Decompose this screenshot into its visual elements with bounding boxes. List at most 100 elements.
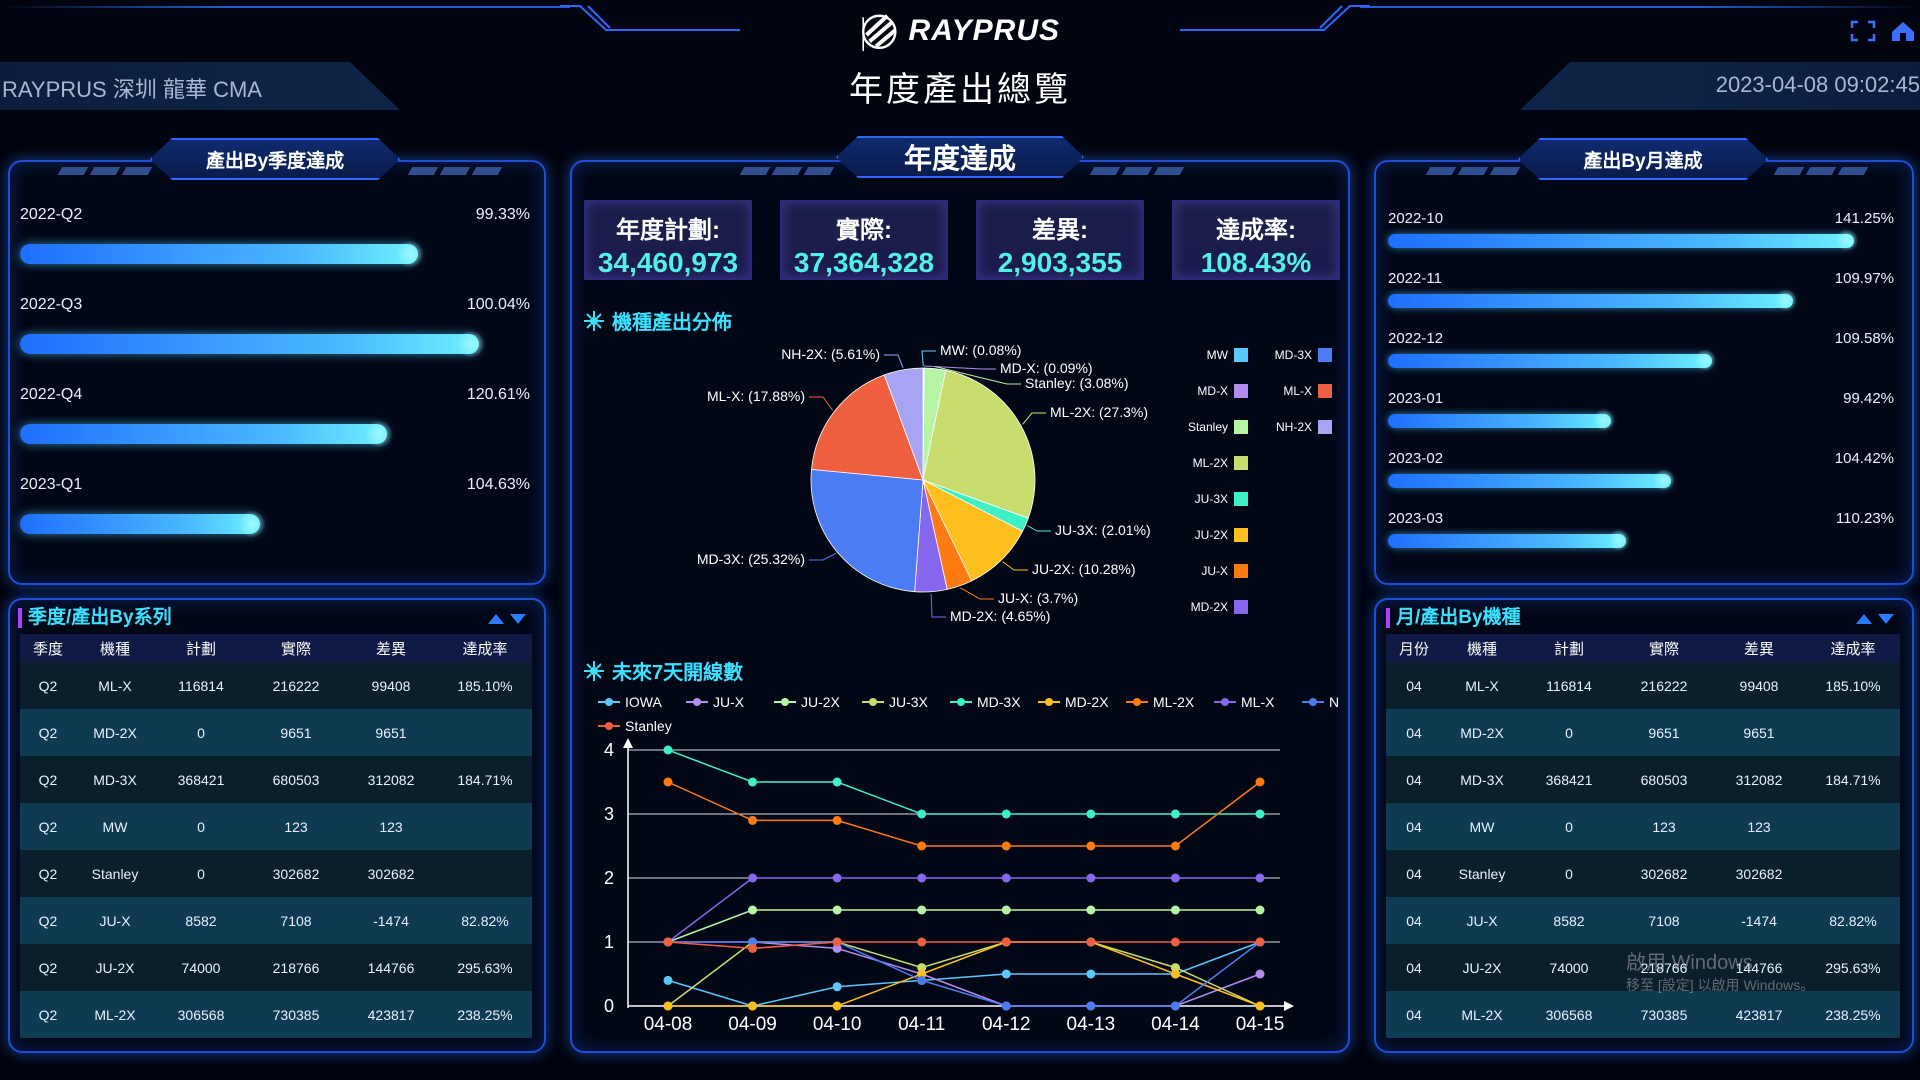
series-point-md-2x[interactable] (832, 1001, 842, 1011)
series-point-ju-2x[interactable] (832, 905, 842, 915)
series-point-stanley[interactable] (748, 943, 758, 953)
home-icon[interactable] (1890, 20, 1916, 42)
line-legend-dot[interactable] (605, 722, 613, 730)
series-line-nh-2x[interactable] (668, 941, 1261, 1007)
series-point-ml-x[interactable] (1170, 873, 1180, 883)
pie-legend-swatch[interactable] (1318, 348, 1332, 362)
pie-legend-swatch[interactable] (1234, 492, 1248, 506)
series-point-md-3x[interactable] (832, 777, 842, 787)
series-line-ml-2x[interactable] (667, 781, 1261, 847)
series-point-ml-2x[interactable] (1255, 777, 1265, 787)
line-legend-dot[interactable] (781, 698, 789, 706)
pie-slice-ju-2x[interactable] (922, 479, 1024, 582)
fullscreen-icon[interactable] (1850, 20, 1876, 42)
series-point-ju-2x[interactable] (1255, 905, 1265, 915)
series-point-md-2x[interactable] (1170, 969, 1180, 979)
pie-slice-ml-2x[interactable] (922, 369, 1036, 519)
table-header-cell[interactable]: 差異 (1712, 634, 1806, 662)
series-point-md-3x[interactable] (1170, 809, 1180, 819)
pie-slice-md-3x[interactable] (810, 468, 924, 593)
table-header-cell[interactable]: 月份 (1386, 634, 1442, 662)
table-header-cell[interactable]: 機種 (1442, 634, 1522, 662)
series-point-iowa[interactable] (663, 975, 673, 985)
sort-up-icon[interactable] (1856, 614, 1872, 624)
series-point-iowa[interactable] (832, 982, 842, 992)
pie-slice-nh-2x[interactable] (883, 367, 924, 481)
series-point-ml-x[interactable] (832, 873, 842, 883)
pie-legend-swatch[interactable] (1234, 384, 1248, 398)
series-point-md-3x[interactable] (748, 777, 758, 787)
pie-legend-swatch[interactable] (1234, 564, 1248, 578)
series-point-ju-2x[interactable] (1001, 905, 1011, 915)
series-point-ml-2x[interactable] (748, 815, 758, 825)
pie-legend-swatch[interactable] (1234, 528, 1248, 542)
series-point-nh-2x[interactable] (1086, 1001, 1096, 1011)
line-legend-dot[interactable] (693, 698, 701, 706)
series-point-md-3x[interactable] (917, 809, 927, 819)
series-point-stanley[interactable] (832, 937, 842, 947)
line-legend-dot[interactable] (957, 698, 965, 706)
series-point-md-3x[interactable] (1001, 809, 1011, 819)
series-point-md-2x[interactable] (748, 1001, 758, 1011)
series-point-nh-2x[interactable] (748, 937, 758, 947)
table-header-cell[interactable]: 季度 (20, 634, 76, 662)
series-point-ju-2x[interactable] (1086, 905, 1096, 915)
series-point-nh-2x[interactable] (1001, 1001, 1011, 1011)
series-point-ju-3x[interactable] (917, 963, 927, 973)
pie-legend-swatch[interactable] (1234, 420, 1248, 434)
series-point-ml-2x[interactable] (1170, 841, 1180, 851)
series-point-ju-2x[interactable] (1170, 905, 1180, 915)
sort-up-icon[interactable] (488, 614, 504, 624)
series-point-stanley[interactable] (1086, 937, 1096, 947)
line-legend-dot[interactable] (1221, 698, 1229, 706)
series-line-md-2x[interactable] (668, 941, 1261, 1007)
series-point-ml-x[interactable] (1255, 873, 1265, 883)
series-point-ju-2x[interactable] (748, 905, 758, 915)
series-point-ju-x[interactable] (1255, 969, 1265, 979)
line-legend-dot[interactable] (1133, 698, 1141, 706)
series-point-ju-2x[interactable] (917, 905, 927, 915)
series-point-ml-2x[interactable] (1001, 841, 1011, 851)
pie-legend-swatch[interactable] (1318, 420, 1332, 434)
pie-legend-swatch[interactable] (1234, 456, 1248, 470)
pie-slice-ml-x[interactable] (811, 374, 924, 481)
pie-legend-swatch[interactable] (1234, 600, 1248, 614)
series-point-ml-2x[interactable] (663, 777, 673, 787)
series-point-ml-2x[interactable] (832, 815, 842, 825)
series-point-ml-2x[interactable] (1086, 841, 1096, 851)
series-point-iowa[interactable] (1086, 969, 1096, 979)
series-point-ju-x[interactable] (832, 943, 842, 953)
pie-legend-swatch[interactable] (1318, 384, 1332, 398)
series-line-md-3x[interactable] (667, 749, 1260, 815)
series-point-nh-2x[interactable] (1170, 1001, 1180, 1011)
series-point-ml-x[interactable] (1001, 873, 1011, 883)
table-header-cell[interactable]: 達成率 (1806, 634, 1900, 662)
series-point-md-2x[interactable] (917, 969, 927, 979)
series-point-md-3x[interactable] (1086, 809, 1096, 819)
line-legend-dot[interactable] (869, 698, 877, 706)
series-point-nh-2x[interactable] (917, 975, 927, 985)
table-header-cell[interactable]: 實際 (1616, 634, 1712, 662)
table-header-cell[interactable]: 實際 (248, 634, 344, 662)
series-point-ml-x[interactable] (748, 873, 758, 883)
series-point-stanley[interactable] (1001, 937, 1011, 947)
series-point-ml-2x[interactable] (917, 841, 927, 851)
series-point-stanley[interactable] (1255, 937, 1265, 947)
series-point-md-2x[interactable] (1255, 1001, 1265, 1011)
sort-down-icon[interactable] (1878, 614, 1894, 624)
table-header-cell[interactable]: 計劃 (154, 634, 248, 662)
sort-down-icon[interactable] (510, 614, 526, 624)
series-point-md-3x[interactable] (1255, 809, 1265, 819)
table-header-cell[interactable]: 達成率 (438, 634, 532, 662)
series-line-stanley[interactable] (667, 941, 1260, 950)
table-header-cell[interactable]: 差異 (344, 634, 438, 662)
series-point-iowa[interactable] (1001, 969, 1011, 979)
series-point-ml-x[interactable] (917, 873, 927, 883)
series-line-ju-2x[interactable] (667, 909, 1260, 943)
line-legend-dot[interactable] (1309, 698, 1317, 706)
line-legend-dot[interactable] (605, 698, 613, 706)
series-point-md-2x[interactable] (663, 1001, 673, 1011)
series-point-md-3x[interactable] (663, 745, 673, 755)
series-point-ml-x[interactable] (1086, 873, 1096, 883)
line-legend-dot[interactable] (1045, 698, 1053, 706)
